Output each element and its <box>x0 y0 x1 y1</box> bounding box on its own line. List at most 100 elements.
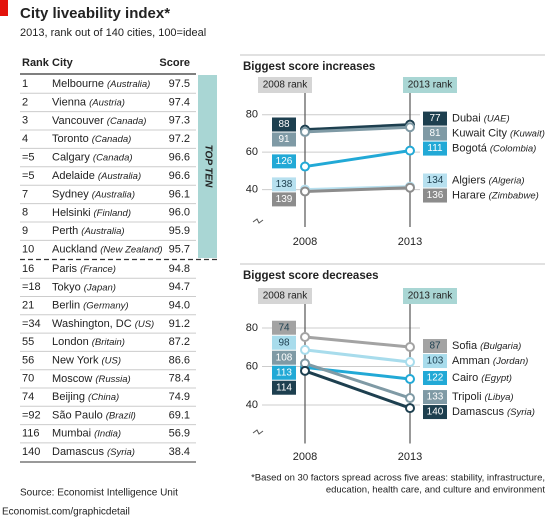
city-country: (India) <box>94 428 121 439</box>
rank-box <box>423 126 447 141</box>
point <box>300 344 310 355</box>
series-label: Amman (Jordan) <box>452 355 528 367</box>
series-label: Sofia (Bulgaria) <box>452 340 521 352</box>
series-country: (Egypt) <box>481 373 512 384</box>
rank-box <box>423 173 447 188</box>
city: Berlin (Germany) <box>52 300 129 312</box>
axis-break <box>252 218 264 224</box>
series-label: Tripoli (Libya) <box>452 391 514 403</box>
city: Calgary (Canada) <box>52 152 133 164</box>
rank: =18 <box>22 281 41 293</box>
city-country: (US) <box>101 355 121 366</box>
rank-value: 108 <box>276 352 293 363</box>
score: 38.4 <box>169 446 190 458</box>
rank: 10 <box>22 244 34 256</box>
rank-box <box>423 188 447 203</box>
series-name: Algiers <box>452 174 486 186</box>
point <box>300 332 310 343</box>
city-name: Moscow <box>52 373 92 385</box>
score: 74.9 <box>169 391 190 403</box>
point <box>300 186 310 197</box>
city: Mumbai (India) <box>52 428 121 440</box>
city: Vienna (Austria) <box>52 96 125 108</box>
axis-break <box>252 429 264 435</box>
city-country: (Germany) <box>83 300 128 311</box>
slope-line <box>304 149 411 169</box>
rank-label: 2008 rank <box>263 291 308 302</box>
rank-box <box>272 365 296 380</box>
column-header: Rank <box>22 57 50 69</box>
series-country: (Syria) <box>507 407 535 418</box>
series-country: (Bulgaria) <box>480 341 521 352</box>
x-tick-label: 2008 <box>293 451 317 463</box>
rank-box <box>423 354 447 369</box>
city: Adelaide (Australia) <box>52 170 141 182</box>
rank-value: 122 <box>427 373 444 384</box>
rank-box <box>272 192 296 207</box>
point <box>300 161 310 172</box>
score: 97.5 <box>169 78 190 90</box>
column-header: City <box>52 57 74 69</box>
city-name: Paris <box>52 263 78 275</box>
rank-value: 114 <box>276 382 292 393</box>
rank-box <box>272 154 296 169</box>
slope-line <box>304 125 411 134</box>
city-name: Berlin <box>52 300 80 312</box>
y-tick-label: 80 <box>246 109 258 121</box>
series-name: Amman <box>452 355 490 367</box>
city-country: (Australia) <box>98 171 141 182</box>
series-label: Harare (Zimbabwe) <box>452 189 539 201</box>
rank-label: 2013 rank <box>408 291 453 302</box>
score: 94.0 <box>169 300 190 312</box>
city: Toronto (Canada) <box>52 133 131 145</box>
top-ten-band <box>198 75 217 258</box>
score: 86.6 <box>169 354 190 366</box>
y-tick-label: 80 <box>246 322 258 334</box>
city-name: Auckland <box>52 244 97 256</box>
city-name: London <box>52 336 89 348</box>
city-name: Helsinki <box>52 207 91 219</box>
brand-mark <box>0 0 8 16</box>
series-country: (Libya) <box>485 392 514 403</box>
footnote: *Based on 30 factors spread across five … <box>251 473 545 484</box>
city-country: (Japan) <box>84 282 116 293</box>
rank-box <box>423 111 447 126</box>
rank-label: 2013 rank <box>408 80 453 91</box>
score: 94.8 <box>169 263 190 275</box>
rank-box <box>423 339 447 354</box>
score: 97.4 <box>169 96 190 108</box>
city-name: New York <box>52 354 99 366</box>
rank-label-box <box>258 288 312 304</box>
rank-value: 88 <box>278 119 290 130</box>
y-tick-label: 60 <box>246 146 258 158</box>
score: 97.3 <box>169 115 190 127</box>
footnote: education, health care, and culture and … <box>326 485 546 496</box>
rank: =5 <box>22 170 35 182</box>
city-name: Melbourne <box>52 78 104 90</box>
slope-line <box>304 186 411 193</box>
series-country: (Kuwait) <box>510 128 545 139</box>
city-name: Adelaide <box>52 170 95 182</box>
city-country: (Syria) <box>107 447 135 458</box>
series-country: (Colombia) <box>490 143 536 154</box>
series-name: Sofia <box>452 340 478 352</box>
rank-value: 103 <box>427 356 444 367</box>
column-header: Score <box>159 57 190 69</box>
point <box>405 373 415 384</box>
rank-value: 133 <box>427 392 444 403</box>
rank-box <box>272 132 296 147</box>
series-name: Kuwait City <box>452 127 508 139</box>
rank-box <box>272 117 296 132</box>
series-label: Dubai (UAE) <box>452 112 510 124</box>
city-country: (Canada) <box>92 134 132 145</box>
rank-box <box>423 141 447 156</box>
point <box>405 357 415 368</box>
rank: 21 <box>22 300 34 312</box>
city: Helsinki (Finland) <box>52 207 131 219</box>
slope-line <box>304 123 411 132</box>
point <box>405 122 415 133</box>
point <box>405 393 415 404</box>
score: 87.2 <box>169 336 190 348</box>
rank: 140 <box>22 446 40 458</box>
chart-title: Biggest score decreases <box>243 270 379 282</box>
